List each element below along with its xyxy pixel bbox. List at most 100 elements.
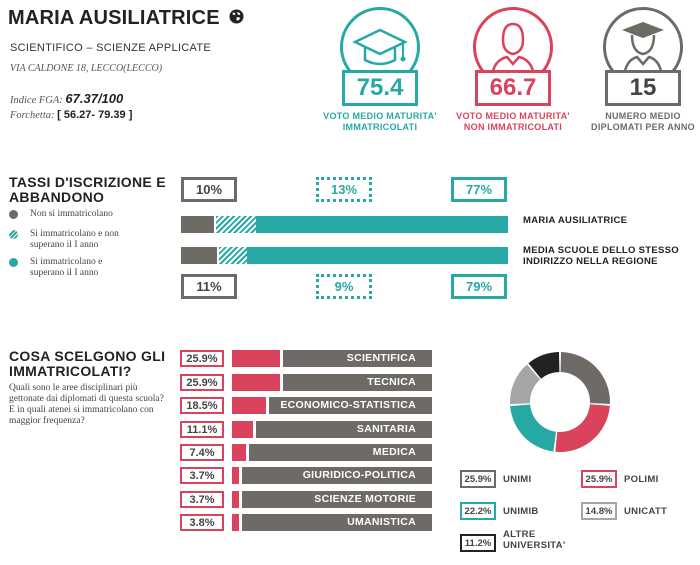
legend-not-enrolled: Non si immatricolano (9, 209, 169, 220)
kpi-not-enrolled-label-line2: NON IMMATRICOLATI (463, 122, 563, 132)
donut-slice (560, 352, 610, 404)
university-percent: 25.9% (581, 470, 617, 488)
choices-question-2: E in quali atenei si immatricolano con m… (9, 405, 154, 426)
area-bar-fill (232, 350, 280, 367)
area-bar-fill (232, 374, 280, 391)
enrollment-title-line1: TASSI D'ISCRIZIONE E (9, 174, 166, 190)
kpi-enrolled-label: VOTO MEDIO MATURITA' IMMATRICOLATI (315, 111, 445, 133)
region-bar-dropped (219, 247, 248, 264)
kpi-enrolled-value: 75.4 (342, 70, 418, 106)
school-name: MARIA AUSILIATRICE (8, 7, 220, 29)
school-bar-passed (256, 216, 508, 233)
enrollment-title: TASSI D'ISCRIZIONE E ABBANDONO (9, 175, 166, 205)
choices-title-line1: COSA SCELGONO GLI (9, 348, 166, 364)
region-dropped-pct: 9% (316, 274, 372, 299)
choices-question: Quali sono le aree disciplinari più gett… (9, 383, 169, 427)
area-bar-fill (232, 444, 246, 461)
area-label: SCIENTIFICA (346, 352, 416, 364)
university-label: UNIMIB (503, 506, 539, 517)
area-bar: SANITARIA (232, 421, 432, 438)
area-label: MEDICA (372, 446, 416, 458)
region-not-enrolled-pct: 11% (181, 274, 237, 299)
school-bar-dropped (215, 216, 257, 233)
university-label: UNIMI (503, 474, 532, 485)
legend-text: Non si immatricolano (30, 209, 113, 219)
kpi-not-enrolled-value: 66.7 (475, 70, 551, 106)
area-bar-gap (238, 491, 242, 508)
school-type: SCIENTIFICO – SCIENZE APPLICATE (10, 42, 212, 54)
area-bar-fill (232, 467, 239, 484)
region-stacked-bar (181, 247, 508, 264)
legend-text: superano il I anno (30, 268, 99, 278)
region-bar-not-enrolled (181, 247, 218, 264)
school-bar-label: MARIA AUSILIATRICE (523, 215, 628, 226)
legend-dot-gray (9, 210, 18, 219)
university-percent: 11.2% (460, 534, 496, 552)
donut-slice (555, 404, 610, 452)
area-bar-gap (252, 421, 256, 438)
university-label-line1: ALTRE (503, 529, 536, 540)
donut-slice (510, 404, 557, 452)
fork-value: [ 56.27- 79.39 ] (57, 109, 133, 121)
area-bar: ECONOMICO-STATISTICA (232, 397, 432, 414)
kpi-graduates-label-line1: NUMERO MEDIO (605, 111, 681, 121)
kpi-not-enrolled-label-line1: VOTO MEDIO MATURITA' (456, 111, 570, 121)
area-percent: 18.5% (180, 397, 224, 414)
kpi-not-enrolled-label: VOTO MEDIO MATURITA' NON IMMATRICOLATI (448, 111, 578, 133)
area-bar-gap (266, 397, 270, 414)
region-bar-label: MEDIA SCUOLE DELLO STESSO INDIRIZZO NELL… (523, 245, 679, 267)
area-percent: 7.4% (180, 444, 224, 461)
choices-title-line2: IMMATRICOLATI? (9, 363, 132, 379)
region-bar-label-line1: MEDIA SCUOLE DELLO STESSO (523, 245, 679, 256)
area-percent: 25.9% (180, 350, 224, 367)
kpi-enrolled-label-line2: IMMATRICOLATI (342, 122, 418, 132)
fork-range: Forchetta: [ 56.27- 79.39 ] (10, 109, 132, 121)
area-label: UMANISTICA (347, 516, 416, 528)
university-percent: 14.8% (581, 502, 617, 520)
region-passed-pct: 79% (451, 274, 507, 299)
legend-dropped: Si immatricolano e non superano il I ann… (9, 229, 169, 251)
kpi-graduates-label-line2: DIPLOMATI PER ANNO (591, 122, 695, 132)
area-label: SCIENZE MOTORIE (314, 493, 416, 505)
university-label: UNICATT (624, 506, 668, 517)
area-bar-gap (239, 514, 243, 531)
area-bar-fill (232, 421, 253, 438)
university-percent: 25.9% (460, 470, 496, 488)
globe-icon[interactable] (229, 9, 244, 24)
kpi-graduates-label: NUMERO MEDIO DIPLOMATI PER ANNO (578, 111, 700, 133)
area-bar: TECNICA (232, 374, 432, 391)
area-bar-gap (245, 444, 249, 461)
area-label: SANITARIA (356, 423, 416, 435)
area-label: TECNICA (367, 376, 416, 388)
area-bar-gap (238, 467, 242, 484)
graduate-person-icon (622, 22, 664, 77)
fga-value: 67.37/100 (65, 91, 124, 106)
school-dropped-pct: 13% (316, 177, 372, 202)
area-bar-fill (232, 514, 240, 531)
school-address: VIA CALDONE 18, LECCO(LECCO) (10, 63, 163, 74)
university-percent: 22.2% (460, 502, 496, 520)
kpi-enrolled-label-line1: VOTO MEDIO MATURITA' (323, 111, 437, 121)
school-bar-not-enrolled (181, 216, 214, 233)
enrollment-title-line2: ABBANDONO (9, 189, 105, 205)
donut-slice (528, 352, 560, 379)
school-not-enrolled-pct: 10% (181, 177, 237, 202)
region-bar-passed (247, 247, 508, 264)
area-bar: SCIENTIFICA (232, 350, 432, 367)
legend-dot-teal (9, 258, 18, 267)
area-percent: 11.1% (180, 421, 224, 438)
fork-label: Forchetta: (10, 110, 55, 121)
donut-slice (510, 364, 541, 405)
area-bar-fill (232, 397, 267, 414)
area-percent: 3.8% (180, 514, 224, 531)
school-passed-pct: 77% (451, 177, 507, 202)
enrollment-legend: Non si immatricolano Si immatricolano e … (9, 209, 169, 279)
area-label: GIURIDICO-POLITICA (302, 469, 416, 481)
fga-index: Indice FGA: 67.37/100 (10, 91, 123, 106)
area-bar: SCIENZE MOTORIE (232, 491, 432, 508)
legend-passed: Si immatricolano e superano il I anno (9, 257, 169, 279)
university-label: ALTRE UNIVERSITA' (503, 529, 565, 551)
region-bar-label-line2: INDIRIZZO NELLA REGIONE (523, 256, 658, 267)
area-bar: GIURIDICO-POLITICA (232, 467, 432, 484)
area-bar-fill (232, 491, 239, 508)
